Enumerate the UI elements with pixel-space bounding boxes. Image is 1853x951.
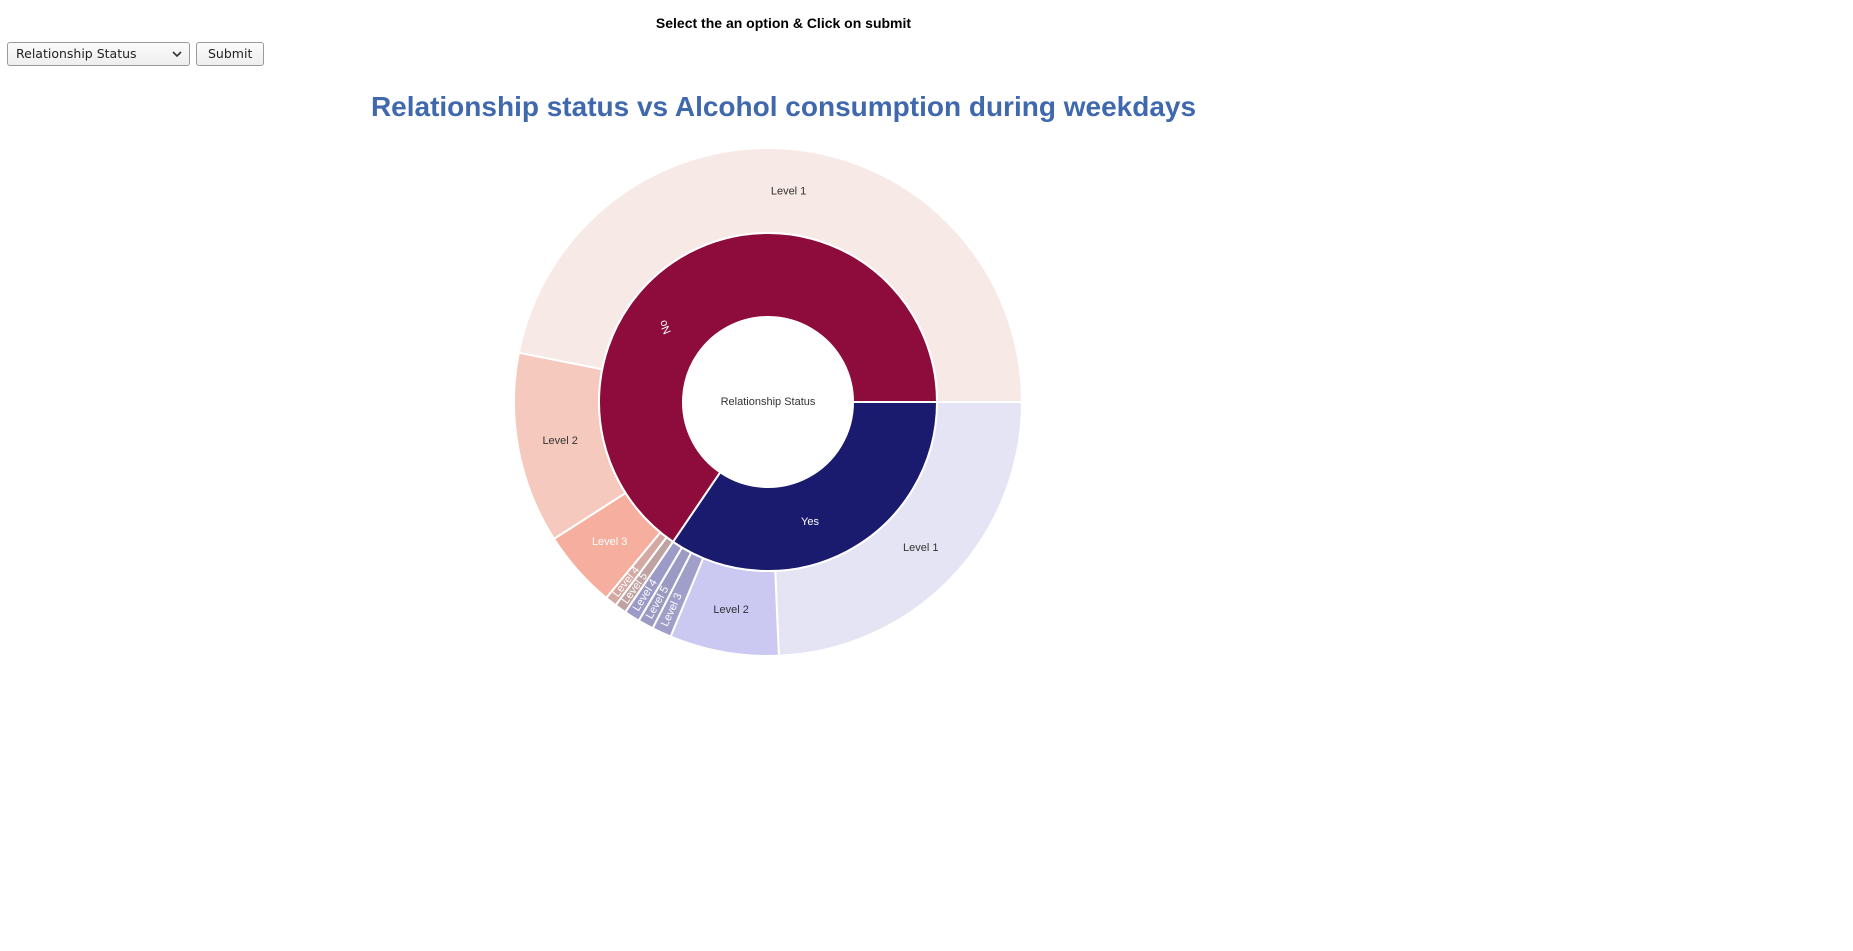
submit-button[interactable]: Submit (196, 42, 265, 66)
controls-bar: Relationship Status Submit (7, 42, 265, 66)
sunburst-center[interactable] (683, 317, 853, 487)
chevron-down-icon (172, 51, 182, 58)
ring-levels (513, 147, 1024, 657)
ring-groups (598, 232, 939, 572)
slice-label-no-level-1: Level 1 (771, 185, 806, 197)
slice-label-yes: Yes (801, 516, 819, 528)
slice-label-yes-level-1: Level 1 (903, 542, 938, 554)
chart-title: Relationship status vs Alcohol consumpti… (370, 91, 1197, 122)
instruction-text: Select the an option & Click on submit (655, 15, 912, 31)
sunburst-root-label: Relationship Status (721, 396, 816, 408)
slice-label-no-level-2: Level 2 (542, 435, 577, 447)
category-select-value: Relationship Status (16, 46, 137, 61)
slice-label-yes-level-2: Level 2 (713, 604, 748, 616)
category-select[interactable]: Relationship Status (7, 42, 190, 66)
sunburst-chart: Relationship Status No Level 1 Level 2 Level… (513, 147, 1024, 657)
slice-label-no-level-3: Level 3 (592, 536, 627, 548)
slice-label-no: No (657, 318, 674, 336)
